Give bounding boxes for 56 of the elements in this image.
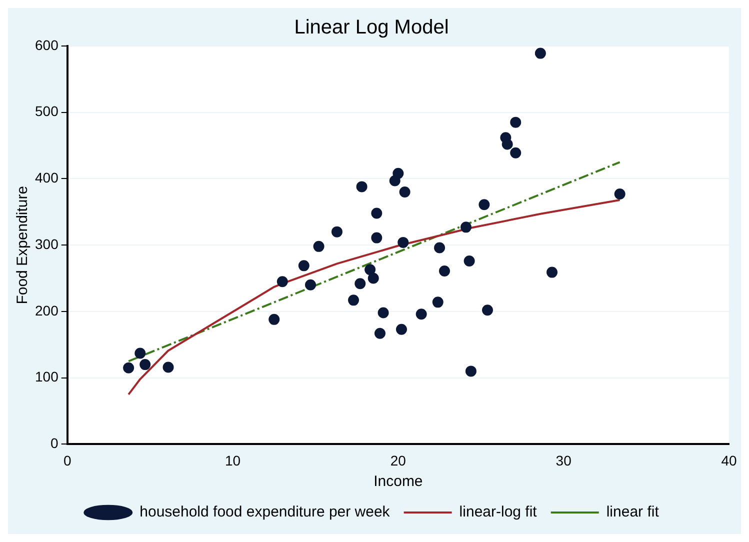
y-tick-label: 500 (35, 103, 59, 120)
point (434, 242, 446, 254)
chart-title: Linear Log Model (294, 16, 449, 39)
point (140, 359, 151, 370)
point (465, 366, 476, 377)
point (356, 181, 368, 192)
x-tick-label: 40 (721, 452, 737, 468)
point (438, 265, 450, 276)
point (305, 279, 316, 290)
point (510, 116, 522, 128)
point (368, 272, 379, 284)
point (374, 328, 386, 339)
point (398, 236, 409, 248)
point (371, 208, 382, 219)
point (268, 314, 280, 325)
point (134, 348, 146, 359)
point (460, 222, 472, 233)
point (482, 304, 493, 316)
y-tick-label: 0 (50, 435, 59, 452)
y-tick-label: 600 (35, 36, 59, 53)
y-tick-label: 400 (35, 170, 59, 186)
point (364, 264, 376, 276)
point (371, 232, 382, 244)
x-tick-label: 20 (390, 452, 406, 468)
point (298, 260, 310, 272)
point (546, 266, 558, 278)
x-tick-label: 10 (224, 452, 241, 468)
point (399, 186, 410, 198)
x-tick-label: 0 (63, 452, 72, 468)
point (464, 256, 475, 267)
point (313, 240, 324, 252)
point (331, 226, 342, 238)
point (432, 296, 444, 308)
point (478, 199, 490, 210)
point (614, 188, 626, 200)
y-tick-label: 200 (35, 302, 59, 318)
point (416, 308, 427, 320)
y-tick-label: 300 (35, 236, 59, 252)
point (378, 307, 389, 318)
point (276, 276, 288, 288)
point (502, 138, 513, 150)
point (354, 278, 366, 290)
point (534, 48, 546, 59)
legend-label: linear-log fit (459, 504, 538, 521)
point (348, 294, 360, 306)
y-axis-title: Food Expenditure (14, 186, 32, 304)
point (392, 168, 404, 179)
x-axis-title: Income (374, 473, 423, 490)
point (510, 147, 522, 158)
point (123, 362, 134, 374)
legend-label: household food expenditure per week (140, 504, 390, 521)
y-tick-label: 100 (35, 368, 59, 385)
legend-label: linear fit (606, 504, 660, 521)
point (162, 362, 174, 373)
x-tick-label: 30 (556, 452, 572, 468)
point (396, 324, 407, 335)
